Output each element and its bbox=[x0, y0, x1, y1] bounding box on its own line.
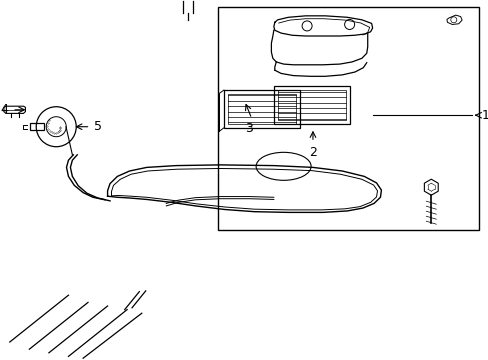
Text: 2: 2 bbox=[308, 146, 316, 159]
Bar bbox=[224, 90, 299, 128]
Text: 5: 5 bbox=[94, 120, 102, 133]
Bar bbox=[273, 86, 349, 124]
Bar bbox=[277, 90, 345, 120]
Text: 4: 4 bbox=[0, 103, 8, 116]
Text: 3: 3 bbox=[245, 122, 253, 135]
Bar bbox=[227, 94, 295, 124]
Text: 1: 1 bbox=[481, 109, 488, 122]
Bar bbox=[217, 7, 478, 230]
